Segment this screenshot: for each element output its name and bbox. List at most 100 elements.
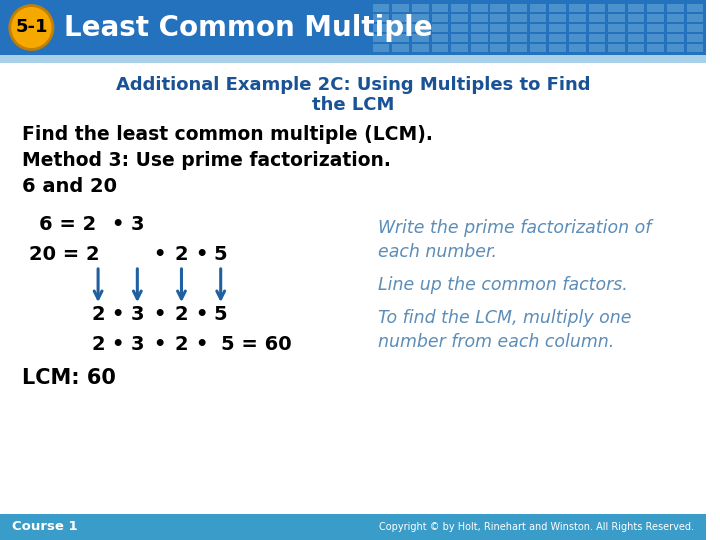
- FancyBboxPatch shape: [628, 24, 644, 32]
- FancyBboxPatch shape: [530, 4, 546, 12]
- FancyBboxPatch shape: [588, 44, 606, 52]
- FancyBboxPatch shape: [608, 24, 625, 32]
- FancyBboxPatch shape: [412, 34, 428, 42]
- Text: Course 1: Course 1: [12, 521, 77, 534]
- FancyBboxPatch shape: [490, 24, 507, 32]
- Text: 3: 3: [130, 335, 144, 354]
- Text: LCM: 60: LCM: 60: [22, 368, 115, 388]
- FancyBboxPatch shape: [471, 34, 487, 42]
- Text: •: •: [195, 306, 207, 325]
- FancyBboxPatch shape: [608, 4, 625, 12]
- FancyBboxPatch shape: [628, 34, 644, 42]
- FancyBboxPatch shape: [373, 4, 390, 12]
- FancyBboxPatch shape: [510, 44, 527, 52]
- FancyBboxPatch shape: [569, 34, 585, 42]
- FancyBboxPatch shape: [451, 24, 468, 32]
- FancyBboxPatch shape: [608, 34, 625, 42]
- Text: 5: 5: [214, 306, 228, 325]
- FancyBboxPatch shape: [471, 44, 487, 52]
- FancyBboxPatch shape: [373, 24, 390, 32]
- FancyBboxPatch shape: [373, 44, 390, 52]
- FancyBboxPatch shape: [412, 4, 428, 12]
- Text: •: •: [153, 335, 166, 354]
- Circle shape: [10, 5, 53, 50]
- FancyBboxPatch shape: [588, 14, 606, 22]
- FancyBboxPatch shape: [647, 24, 664, 32]
- Text: 2: 2: [91, 335, 105, 354]
- FancyBboxPatch shape: [569, 24, 585, 32]
- Text: •: •: [153, 246, 166, 265]
- FancyBboxPatch shape: [687, 24, 703, 32]
- FancyBboxPatch shape: [392, 4, 409, 12]
- FancyBboxPatch shape: [608, 14, 625, 22]
- FancyBboxPatch shape: [451, 14, 468, 22]
- FancyBboxPatch shape: [647, 4, 664, 12]
- Text: •: •: [112, 215, 124, 234]
- Text: Additional Example 2C: Using Multiples to Find: Additional Example 2C: Using Multiples t…: [116, 76, 590, 94]
- FancyBboxPatch shape: [569, 4, 585, 12]
- FancyBboxPatch shape: [687, 44, 703, 52]
- FancyBboxPatch shape: [392, 24, 409, 32]
- FancyBboxPatch shape: [373, 14, 390, 22]
- FancyBboxPatch shape: [549, 4, 566, 12]
- Text: the LCM: the LCM: [312, 96, 395, 114]
- FancyBboxPatch shape: [530, 44, 546, 52]
- FancyBboxPatch shape: [569, 14, 585, 22]
- FancyBboxPatch shape: [431, 24, 449, 32]
- Text: Least Common Multiple: Least Common Multiple: [64, 14, 433, 42]
- Text: 5-1: 5-1: [15, 18, 48, 37]
- FancyBboxPatch shape: [530, 24, 546, 32]
- FancyBboxPatch shape: [530, 14, 546, 22]
- Text: 3: 3: [130, 215, 144, 234]
- FancyBboxPatch shape: [451, 4, 468, 12]
- FancyBboxPatch shape: [628, 44, 644, 52]
- FancyBboxPatch shape: [471, 4, 487, 12]
- FancyBboxPatch shape: [549, 14, 566, 22]
- FancyBboxPatch shape: [667, 14, 684, 22]
- Text: 2: 2: [175, 246, 188, 265]
- FancyBboxPatch shape: [667, 24, 684, 32]
- FancyBboxPatch shape: [471, 24, 487, 32]
- Text: 6 = 2: 6 = 2: [39, 215, 96, 234]
- FancyBboxPatch shape: [628, 14, 644, 22]
- FancyBboxPatch shape: [451, 34, 468, 42]
- FancyBboxPatch shape: [510, 14, 527, 22]
- FancyBboxPatch shape: [0, 514, 706, 540]
- FancyBboxPatch shape: [647, 44, 664, 52]
- Text: 6 and 20: 6 and 20: [22, 178, 117, 197]
- Text: To find the LCM, multiply one
number from each column.: To find the LCM, multiply one number fro…: [378, 309, 631, 351]
- FancyBboxPatch shape: [647, 14, 664, 22]
- FancyBboxPatch shape: [667, 44, 684, 52]
- FancyBboxPatch shape: [549, 34, 566, 42]
- Text: Write the prime factorization of
each number.: Write the prime factorization of each nu…: [378, 219, 651, 261]
- FancyBboxPatch shape: [667, 34, 684, 42]
- FancyBboxPatch shape: [588, 34, 606, 42]
- Text: •: •: [195, 335, 207, 354]
- Text: •: •: [153, 306, 166, 325]
- FancyBboxPatch shape: [490, 14, 507, 22]
- FancyBboxPatch shape: [490, 34, 507, 42]
- Text: •: •: [112, 306, 124, 325]
- FancyBboxPatch shape: [431, 4, 449, 12]
- Text: 20 = 2: 20 = 2: [30, 246, 100, 265]
- FancyBboxPatch shape: [412, 24, 428, 32]
- FancyBboxPatch shape: [392, 44, 409, 52]
- Text: 5: 5: [214, 246, 228, 265]
- Text: •: •: [195, 246, 207, 265]
- Text: Method 3: Use prime factorization.: Method 3: Use prime factorization.: [22, 152, 390, 171]
- FancyBboxPatch shape: [431, 14, 449, 22]
- FancyBboxPatch shape: [490, 44, 507, 52]
- FancyBboxPatch shape: [588, 4, 606, 12]
- FancyBboxPatch shape: [569, 44, 585, 52]
- FancyBboxPatch shape: [412, 44, 428, 52]
- FancyBboxPatch shape: [471, 14, 487, 22]
- FancyBboxPatch shape: [510, 34, 527, 42]
- FancyBboxPatch shape: [628, 4, 644, 12]
- FancyBboxPatch shape: [687, 14, 703, 22]
- FancyBboxPatch shape: [687, 4, 703, 12]
- Text: Find the least common multiple (LCM).: Find the least common multiple (LCM).: [22, 125, 433, 145]
- FancyBboxPatch shape: [373, 34, 390, 42]
- FancyBboxPatch shape: [510, 24, 527, 32]
- FancyBboxPatch shape: [667, 4, 684, 12]
- FancyBboxPatch shape: [588, 24, 606, 32]
